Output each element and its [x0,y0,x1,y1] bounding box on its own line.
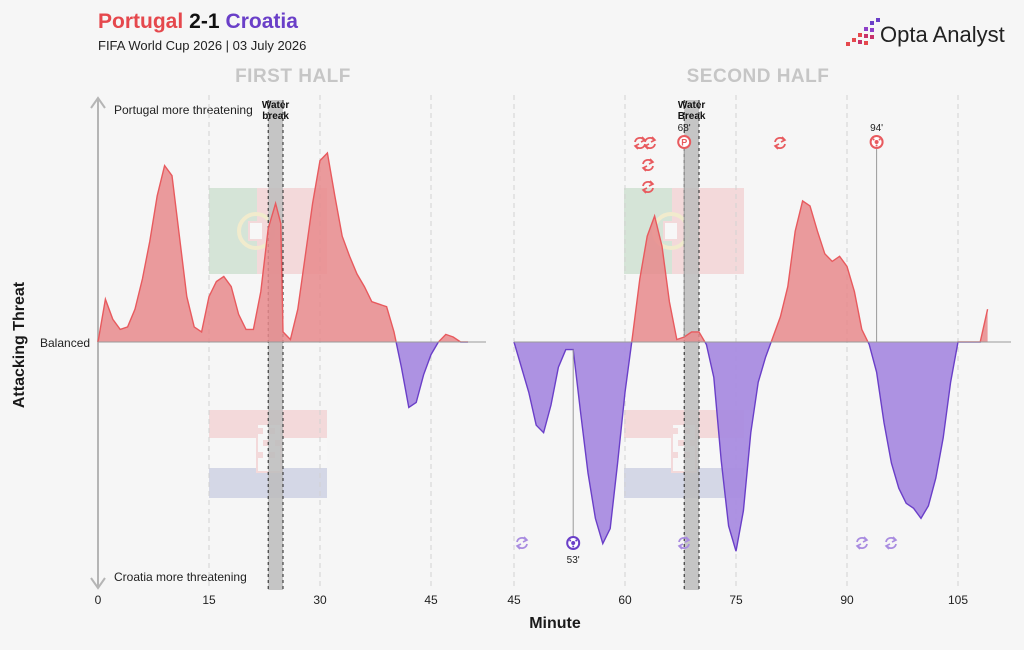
substitution-icon [677,536,691,550]
substitution-icon [641,180,655,194]
substitution-icons [515,136,898,550]
x-tick-label: 0 [95,593,102,607]
goal-minute-label: 94' [870,123,883,134]
y-axis-label: Attacking Threat [11,281,28,408]
first-half-title: FIRST HALF [235,66,351,87]
top-threat-note: Portugal more threatening [114,103,253,117]
goal-ball-icon [869,135,884,149]
match-events: 53' P 68' 94' [566,123,884,566]
substitution-icon [641,158,655,172]
x-tick-label: 105 [948,593,968,607]
water-break-band [684,100,699,590]
balanced-label: Balanced [40,336,90,350]
portugal-threat-line [97,151,468,342]
goal-ball-icon [566,536,581,550]
croatia-threat-line [513,342,981,552]
plot-area: Water break Water Break [97,100,1011,590]
x-tick-label: 45 [424,593,438,607]
substitution-icon [773,136,787,150]
goal-minute-label: 53' [567,555,580,566]
x-tick-label: 15 [202,593,216,607]
croatia-threat-area [98,342,468,408]
croatia-threat-area [514,342,988,552]
substitution-icon [855,536,869,550]
substitution-icon [633,136,647,150]
x-tick-label: 60 [618,593,632,607]
croatia-threat-line [98,342,468,409]
goal-minute-label: 68' [678,123,691,134]
y-axis-arrow [90,96,106,590]
substitution-icon [515,536,529,550]
match-subtitle: FIFA World Cup 2026 | 03 July 2026 [98,38,306,53]
substitution-icon [643,136,657,150]
bottom-threat-note: Croatia more threatening [114,570,247,584]
x-tick-label: 30 [313,593,327,607]
opta-logo-icon [846,18,880,46]
svg-text:P: P [681,138,687,148]
opta-logo-text: Opta Analyst [880,22,1005,47]
portugal-threat-area [98,153,468,342]
page-title: Portugal 2-1 Croatia [98,10,298,33]
water-break-band [268,100,283,590]
x-tick-label: 90 [840,593,854,607]
away-team-name: Croatia [226,10,299,33]
penalty-goal-icon: P [677,135,692,149]
water-break-label: Water break [262,100,290,122]
second-half-title: SECOND HALF [687,66,830,87]
substitution-icon [884,536,898,550]
opta-logo: Opta Analyst [846,18,1005,47]
score: 2-1 [189,10,220,33]
home-team-name: Portugal [98,10,183,33]
x-tick-label: 75 [729,593,743,607]
x-axis-label: Minute [529,615,581,632]
water-break-label: Water Break [678,100,706,122]
x-tick-label: 45 [507,593,521,607]
